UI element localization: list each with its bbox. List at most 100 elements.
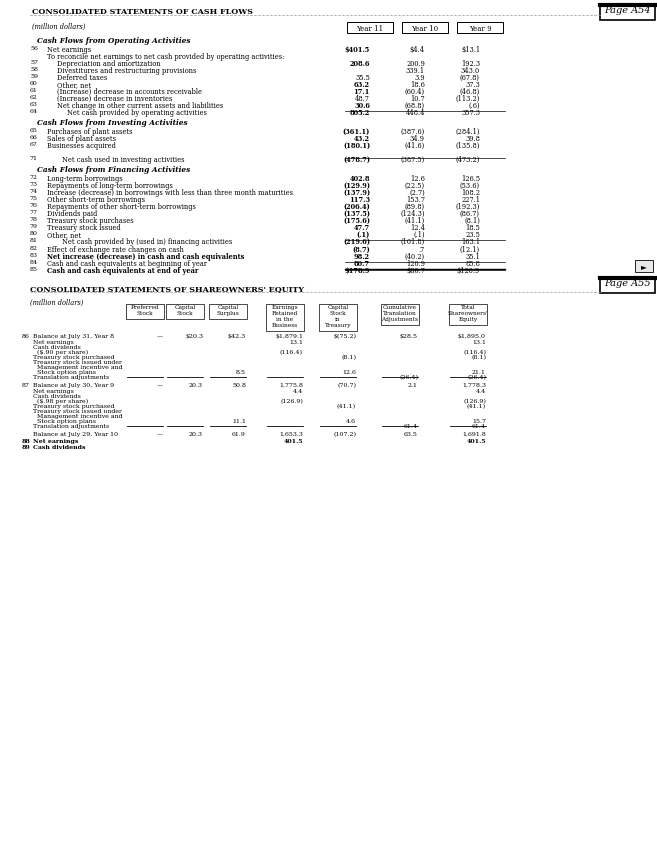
Text: (67.8): (67.8): [460, 74, 480, 82]
Text: 43.2: 43.2: [354, 135, 370, 143]
Text: Treasury stock purchased: Treasury stock purchased: [33, 404, 114, 409]
Text: (116.4): (116.4): [280, 350, 303, 355]
Text: Treasury stock issued under: Treasury stock issued under: [33, 409, 122, 414]
Bar: [402, 22, 448, 33]
Text: (284.1): (284.1): [455, 128, 480, 136]
Bar: [347, 22, 393, 33]
Text: 34.9: 34.9: [410, 135, 425, 143]
Bar: [166, 304, 204, 319]
Text: Net increase (decrease) in cash and cash equivalents: Net increase (decrease) in cash and cash…: [47, 253, 244, 261]
Text: Page A55: Page A55: [604, 279, 651, 288]
Text: (387.5): (387.5): [401, 156, 425, 164]
Text: Shareowners': Shareowners': [447, 311, 488, 316]
Text: Stock: Stock: [177, 311, 193, 316]
Text: Capital: Capital: [175, 305, 196, 310]
Text: (124.3): (124.3): [401, 210, 425, 218]
Text: 12.6: 12.6: [342, 370, 356, 375]
Text: Repayments of long-term borrowings: Repayments of long-term borrowings: [47, 182, 173, 190]
Bar: [457, 22, 503, 33]
Text: 67: 67: [30, 142, 38, 147]
Text: Net earnings: Net earnings: [47, 46, 91, 54]
Text: 12.6: 12.6: [410, 175, 425, 183]
Text: (137.5): (137.5): [343, 210, 370, 218]
Text: Cash dividends: Cash dividends: [33, 394, 81, 399]
Text: Businesses acquired: Businesses acquired: [47, 142, 116, 150]
Text: (107.2): (107.2): [333, 432, 356, 437]
Text: Cash dividends: Cash dividends: [33, 345, 81, 350]
Text: (.6): (.6): [468, 102, 480, 110]
Text: (million dollars): (million dollars): [30, 299, 83, 307]
Text: Total: Total: [461, 305, 475, 310]
Text: 57: 57: [30, 60, 38, 65]
Text: $42.3: $42.3: [228, 334, 246, 339]
Text: 401.5: 401.5: [466, 439, 486, 444]
Bar: [449, 304, 487, 325]
Text: ►: ►: [641, 263, 647, 271]
Text: Year 9: Year 9: [468, 25, 491, 33]
Text: Business: Business: [272, 323, 298, 328]
Text: 339.1: 339.1: [406, 67, 425, 75]
Text: —: —: [157, 334, 163, 339]
Text: (12.1): (12.1): [460, 246, 480, 254]
Text: 126.5: 126.5: [461, 175, 480, 183]
Text: 1,775.8: 1,775.8: [279, 383, 303, 388]
Text: Net earnings: Net earnings: [33, 340, 74, 345]
Text: (206.4): (206.4): [343, 203, 370, 211]
Text: Year 11: Year 11: [357, 25, 384, 33]
Text: Translation adjustments: Translation adjustments: [33, 424, 109, 429]
Bar: [635, 260, 653, 272]
Text: 85: 85: [30, 267, 38, 272]
Text: Other, net: Other, net: [47, 231, 81, 239]
Bar: [266, 304, 304, 331]
Text: 65: 65: [30, 128, 38, 133]
Text: 89: 89: [22, 445, 31, 450]
Text: (101.8): (101.8): [401, 238, 425, 246]
Text: Increase (decrease) in borrowings with less than three month maturities: Increase (decrease) in borrowings with l…: [47, 189, 293, 197]
Text: CONSOLIDATED STATEMENTS OF SHAREOWNERS' EQUITY: CONSOLIDATED STATEMENTS OF SHAREOWNERS' …: [30, 285, 304, 293]
Text: 71: 71: [30, 156, 38, 161]
Text: Management incentive and: Management incentive and: [33, 365, 123, 370]
Text: (8.1): (8.1): [341, 355, 356, 360]
Text: (8.1): (8.1): [471, 355, 486, 360]
Bar: [381, 304, 419, 325]
Text: $1,895.0: $1,895.0: [458, 334, 486, 339]
Text: Deferred taxes: Deferred taxes: [57, 74, 107, 82]
Text: To reconcile net earnings to net cash provided by operating activities:: To reconcile net earnings to net cash pr…: [47, 53, 284, 61]
Text: (41.1): (41.1): [405, 217, 425, 225]
Text: $20.3: $20.3: [185, 334, 203, 339]
Text: ($.90 per share): ($.90 per share): [33, 350, 88, 355]
Text: Net earnings: Net earnings: [33, 439, 78, 444]
Text: 50.8: 50.8: [232, 383, 246, 388]
Text: Sales of plant assets: Sales of plant assets: [47, 135, 116, 143]
Text: 37.3: 37.3: [465, 81, 480, 89]
Text: 163.1: 163.1: [461, 238, 480, 246]
Text: 805.2: 805.2: [350, 109, 370, 117]
Text: Translation: Translation: [383, 311, 417, 316]
Text: 72: 72: [30, 175, 38, 180]
Text: (41.1): (41.1): [337, 404, 356, 409]
Text: Treasury stock issued: Treasury stock issued: [47, 224, 121, 232]
Text: 4.4: 4.4: [476, 389, 486, 394]
Text: $13.1: $13.1: [461, 46, 480, 54]
Text: (8.1): (8.1): [464, 217, 480, 225]
Text: 80.7: 80.7: [354, 260, 370, 268]
Text: 80: 80: [30, 231, 38, 236]
Text: Balance at July 30, Year 9: Balance at July 30, Year 9: [33, 383, 114, 388]
Text: (40.2): (40.2): [405, 253, 425, 261]
Text: 357.3: 357.3: [461, 109, 480, 117]
Text: 77: 77: [30, 210, 38, 215]
Text: 88: 88: [22, 439, 31, 444]
Text: 60: 60: [30, 81, 38, 86]
Text: Divestitures and restructuring provisions: Divestitures and restructuring provision…: [57, 67, 196, 75]
Text: (53.6): (53.6): [460, 182, 480, 190]
Text: 1,778.3: 1,778.3: [462, 383, 486, 388]
Text: (46.8): (46.8): [460, 88, 480, 96]
Text: Translation adjustments: Translation adjustments: [33, 375, 109, 380]
Text: Balance at July 29, Year 10: Balance at July 29, Year 10: [33, 432, 118, 437]
Text: 39.8: 39.8: [465, 135, 480, 143]
Text: 402.8: 402.8: [350, 175, 370, 183]
Text: (175.6): (175.6): [343, 217, 370, 225]
Text: 23.5: 23.5: [465, 231, 480, 239]
Text: 8.5: 8.5: [236, 370, 246, 375]
Text: $120.9: $120.9: [457, 267, 480, 275]
